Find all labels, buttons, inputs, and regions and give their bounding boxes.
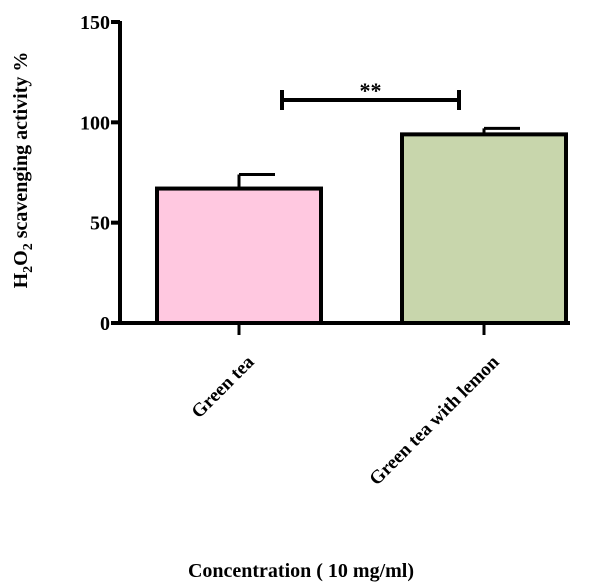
y-axis-title: H2O2 scavenging activity % <box>10 52 36 289</box>
y-axis-title-sub2: 2 <box>21 243 36 250</box>
y-tick-label-2: 100 <box>80 112 110 134</box>
significance-label: ** <box>360 78 382 103</box>
bar-1 <box>400 132 568 325</box>
y-axis-title-rest: scavenging activity % <box>10 52 32 244</box>
bar-0 <box>155 186 323 325</box>
y-axis-title-main: H <box>10 272 32 288</box>
svg-text:H2O2 scavenging activity %: H2O2 scavenging activity % <box>10 52 36 289</box>
y-axis-title-sub1: 2 <box>21 266 36 273</box>
y-tick-label-1: 50 <box>90 213 110 235</box>
plot-area: 0 50 100 150 Green tea Green tea with lemon ** <box>80 12 570 490</box>
x-tick-label-1: Green tea with lemon <box>365 351 503 489</box>
y-tick-label-3: 150 <box>80 12 110 34</box>
x-axis-title: Concentration ( 10 mg/ml) <box>188 560 414 582</box>
y-axis-title-mid: O <box>10 250 32 266</box>
x-tick-label-0: Green tea <box>188 351 259 422</box>
y-tick-label-0: 0 <box>100 313 110 335</box>
